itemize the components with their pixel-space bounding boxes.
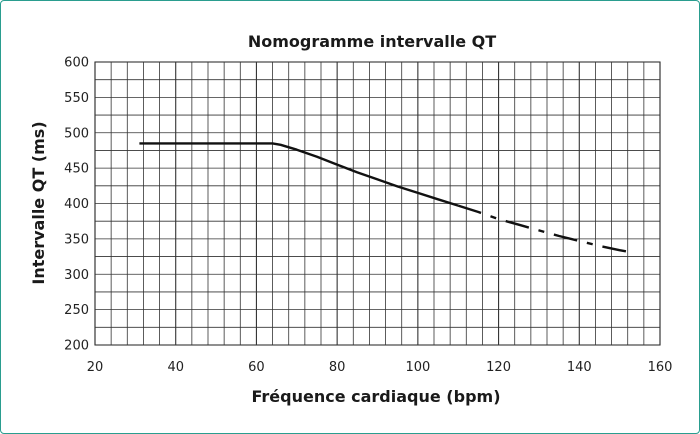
y-tick-label: 200 (64, 339, 89, 354)
qt-curve-dashed (457, 204, 633, 254)
x-axis-label: Fréquence cardiaque (bpm) (251, 387, 500, 406)
x-tick-label: 20 (87, 360, 104, 375)
y-tick-label: 500 (64, 126, 89, 141)
chart-title: Nomogramme intervalle QT (248, 32, 496, 51)
y-tick-label: 350 (64, 232, 89, 247)
y-tick-label: 250 (64, 303, 89, 318)
x-tick-label: 120 (486, 360, 511, 375)
plot-area-border (94, 61, 661, 346)
x-tick-label: 60 (248, 360, 265, 375)
x-tick-label: 160 (648, 360, 673, 375)
y-tick-labels: 200 250 300 350 400 450 500 550 600 (64, 56, 89, 354)
series-group (139, 142, 633, 254)
x-tick-label: 140 (567, 360, 592, 375)
grid (94, 61, 661, 346)
x-tick-labels: 20 40 60 80 100 120 140 160 (87, 360, 673, 375)
x-tick-label: 80 (329, 360, 346, 375)
x-tick-label: 40 (167, 360, 184, 375)
y-tick-label: 400 (64, 197, 89, 212)
y-axis-label: Intervalle QT (ms) (29, 121, 48, 284)
y-tick-label: 550 (64, 91, 89, 106)
y-tick-label: 450 (64, 162, 89, 177)
y-tick-label: 300 (64, 268, 89, 283)
qt-curve-solid (139, 142, 459, 207)
x-tick-label: 100 (405, 360, 430, 375)
y-tick-label: 600 (64, 56, 89, 71)
